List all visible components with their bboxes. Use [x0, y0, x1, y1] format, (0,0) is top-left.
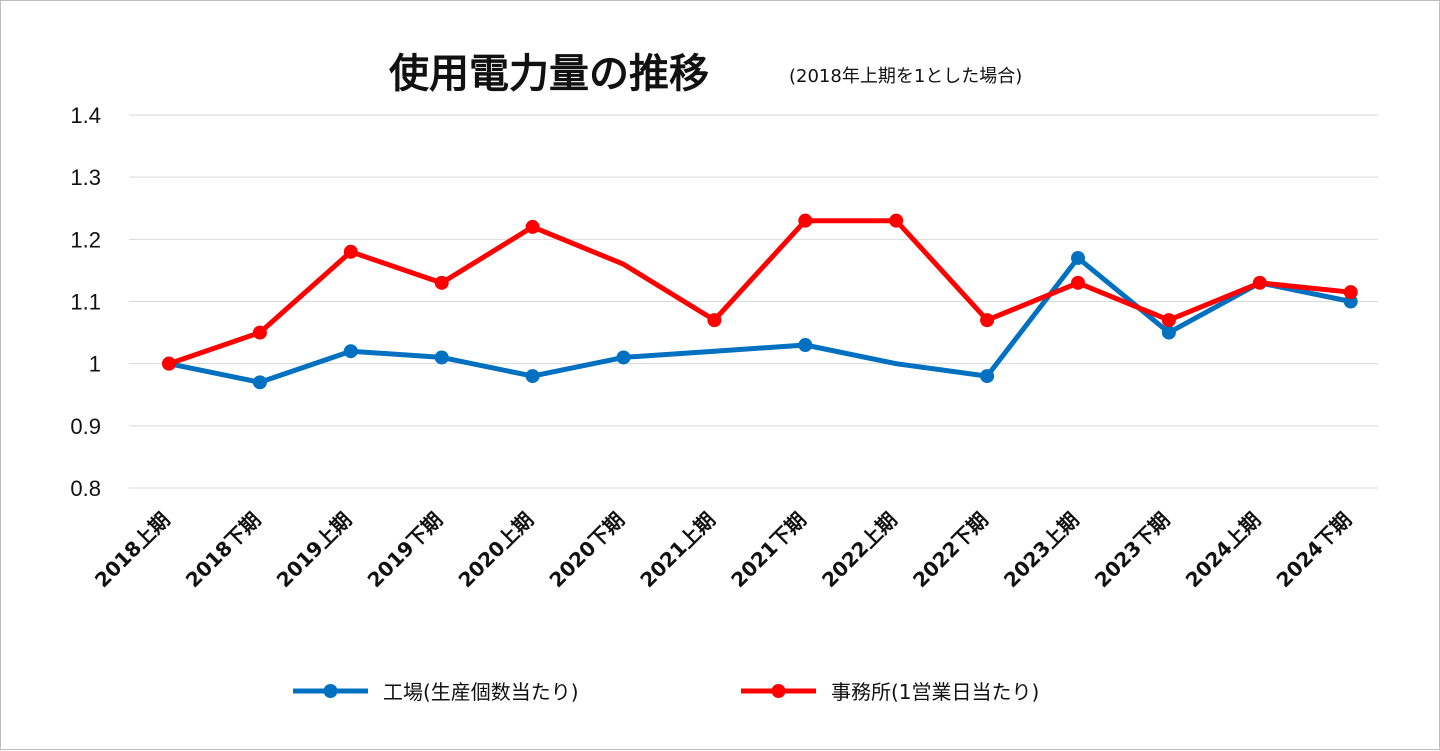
y-axis-ticks: 1.4 1.3 1.2 1.1 1 0.9 0.8: [70, 103, 101, 501]
data-point: [343, 344, 358, 359]
data-point: [434, 350, 449, 365]
legend-marker: [323, 684, 338, 698]
series-factory: [162, 250, 1358, 390]
legend-marker: [771, 684, 786, 698]
x-tick-label: 2021下期: [726, 508, 811, 593]
chart-subtitle: (2018年上期を1とした場合): [789, 66, 1022, 87]
chart-title: 使用電力量の推移: [389, 51, 709, 97]
data-point: [1071, 275, 1085, 290]
x-tick-label: 2021上期: [635, 508, 720, 593]
x-tick-label: 2019下期: [363, 508, 448, 593]
data-point: [1252, 275, 1267, 290]
data-point: [980, 313, 995, 328]
y-tick-label: 1: [89, 352, 101, 377]
legend-item: 工場(生産個数当たり): [293, 680, 579, 704]
data-point: [1071, 250, 1085, 265]
legend-label: 工場(生産個数当たり): [383, 680, 579, 704]
y-tick-label: 1.4: [70, 103, 101, 128]
y-tick-label: 1.1: [70, 290, 101, 315]
x-tick-label: 2018上期: [90, 508, 175, 593]
data-point: [798, 213, 813, 228]
data-point: [798, 338, 813, 353]
data-point: [1161, 325, 1176, 340]
y-tick-label: 0.8: [70, 476, 101, 501]
x-tick-label: 2020下期: [544, 508, 629, 593]
x-tick-label: 2023上期: [999, 508, 1084, 593]
x-tick-label: 2023下期: [1090, 508, 1175, 593]
x-tick-label: 2019上期: [272, 508, 357, 593]
data-point: [343, 244, 358, 259]
series-line: [166, 218, 1354, 367]
data-point: [707, 313, 722, 328]
legend-label: 事務所(1営業日当たり): [831, 680, 1039, 704]
data-point: [1161, 313, 1176, 328]
data-point: [1343, 285, 1358, 300]
x-axis-ticks: 2018上期 2018下期 2019上期 2019下期 2020上期 2020下期 2021…: [90, 508, 1356, 593]
data-point: [162, 356, 176, 371]
grid-lines: [129, 114, 1378, 489]
x-tick-label: 2020上期: [454, 508, 539, 593]
y-tick-label: 0.9: [70, 414, 101, 439]
data-point: [525, 219, 540, 234]
legend: 工場(生産個数当たり) 事務所(1営業日当たり): [293, 680, 1039, 704]
data-point: [616, 350, 631, 365]
data-point: [434, 275, 449, 290]
series-line: [166, 255, 1354, 385]
y-tick-label: 1.2: [70, 227, 101, 252]
data-point: [525, 369, 540, 384]
data-point: [252, 375, 267, 390]
y-tick-label: 1.3: [70, 165, 101, 190]
data-point: [980, 369, 995, 384]
x-tick-label: 2018下期: [181, 508, 266, 593]
series-lines: [162, 213, 1358, 390]
x-tick-label: 2022上期: [817, 508, 902, 593]
data-point: [252, 325, 267, 340]
x-tick-label: 2024下期: [1272, 508, 1357, 593]
legend-item: 事務所(1営業日当たり): [741, 680, 1039, 704]
data-point: [889, 213, 904, 228]
x-tick-label: 2024上期: [1181, 508, 1266, 593]
series-office: [162, 213, 1358, 371]
x-tick-label: 2022下期: [908, 508, 993, 593]
